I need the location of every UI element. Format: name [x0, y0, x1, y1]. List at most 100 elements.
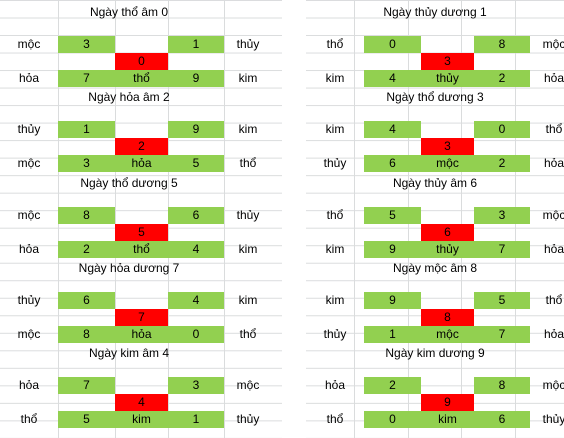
bottom-center-element: thủy: [421, 70, 474, 87]
bottom-center-element: kim: [421, 411, 474, 428]
bottom-left-value: 0: [364, 411, 421, 428]
bottom-left-element-label: mộc: [17, 327, 41, 341]
top-left-element-label: thủy: [17, 293, 41, 307]
top-left-value: 6: [58, 292, 115, 309]
bottom-left-value: 6: [364, 155, 421, 172]
top-right-value: 5: [474, 292, 530, 309]
day-block: Ngày hỏa âm 2 thủy 1 9 kim 2 mộc 3 hỏa 5 thổ: [0, 85, 258, 172]
bottom-center-element: mộc: [421, 155, 474, 172]
top-left-value: 8: [58, 207, 115, 224]
day-title: Ngày kim dương 9: [385, 346, 485, 360]
bottom-center-element: kim: [115, 411, 168, 428]
day-block: Ngày hỏa dương 7 thủy 6 4 kim 7 mộc 8 hỏa 0 thổ: [0, 256, 258, 343]
day-title: Ngày thủy dương 1: [383, 5, 487, 19]
bottom-right-element-label: kim: [238, 242, 258, 256]
day-title: Ngày thổ dương 3: [386, 90, 484, 104]
bottom-right-value: 6: [474, 411, 530, 428]
bottom-left-element-label: thủy: [323, 156, 347, 170]
top-left-value: 2: [364, 377, 421, 394]
top-right-element-label: thổ: [545, 122, 563, 136]
top-left-value: 3: [58, 36, 115, 53]
bottom-left-element-label: hỏa: [18, 242, 40, 256]
bottom-right-value: 7: [474, 241, 530, 258]
day-block: Ngày thổ âm 0 mộc 3 1 thủy 0 hỏa 7 thổ 9 kim: [0, 0, 259, 87]
day-title: Ngày thủy âm 6: [392, 176, 478, 190]
column-line: [354, 0, 355, 438]
top-left-element-label: kim: [325, 122, 345, 136]
bottom-right-value: 7: [474, 326, 530, 343]
bottom-right-element-label: thủy: [236, 412, 260, 426]
bottom-left-element-label: kim: [325, 242, 345, 256]
top-left-element-label: mộc: [17, 208, 41, 222]
bottom-left-value: 3: [58, 155, 115, 172]
day-title: Ngày thổ dương 5: [80, 176, 178, 190]
bottom-right-element-label: hỏa: [543, 242, 564, 256]
top-left-element-label: mộc: [17, 37, 41, 51]
day-title: Ngày kim âm 4: [88, 346, 170, 360]
bottom-right-value: 2: [474, 155, 530, 172]
day-title: Ngày thổ âm 0: [89, 5, 169, 19]
day-block: Ngày thủy âm 6 thổ 5 3 mộc 6 kim 9 thủy 7 hỏa: [306, 171, 564, 258]
top-right-element-label: kim: [238, 122, 258, 136]
top-right-value: 3: [168, 377, 224, 394]
top-right-element-label: kim: [238, 293, 258, 307]
top-right-value: 3: [474, 207, 530, 224]
top-right-element-label: thủy: [236, 37, 260, 51]
bottom-left-element-label: kim: [325, 71, 345, 85]
top-left-element-label: thổ: [326, 37, 344, 51]
center-value: 7: [115, 309, 168, 326]
bottom-right-element-label: hỏa: [543, 327, 564, 341]
bottom-right-element-label: kim: [238, 71, 258, 85]
center-value: 8: [421, 309, 474, 326]
bottom-right-value: 9: [168, 70, 224, 87]
top-left-element-label: kim: [325, 293, 345, 307]
bottom-right-element-label: thổ: [239, 327, 257, 341]
bottom-right-value: 2: [474, 70, 530, 87]
bottom-right-value: 4: [168, 241, 224, 258]
top-right-element-label: thủy: [236, 208, 260, 222]
day-block: Ngày thổ dương 3 kim 4 0 thổ 3 thủy 6 mộc 2 hỏa: [306, 85, 564, 172]
center-value: 9: [421, 394, 474, 411]
day-block: Ngày thủy dương 1 thổ 0 8 mộc 3 kim 4 thủy 2 hỏa: [306, 0, 564, 87]
day-title: Ngày mộc âm 8: [392, 261, 478, 275]
column-gap: [282, 0, 306, 438]
bottom-right-element-label: hỏa: [543, 156, 564, 170]
top-right-element-label: mộc: [542, 37, 564, 51]
top-right-value: 6: [168, 207, 224, 224]
center-value: 5: [115, 224, 168, 241]
center-value: 0: [115, 53, 168, 70]
bottom-center-element: thổ: [115, 241, 168, 258]
bottom-right-value: 1: [168, 411, 224, 428]
top-right-value: 0: [474, 121, 530, 138]
bottom-right-element-label: hỏa: [543, 71, 564, 85]
center-value: 4: [115, 394, 168, 411]
center-value: 3: [421, 138, 474, 155]
top-left-value: 1: [58, 121, 115, 138]
top-right-element-label: mộc: [542, 208, 564, 222]
top-left-value: 5: [364, 207, 421, 224]
top-right-value: 9: [168, 121, 224, 138]
bottom-right-element-label: thủy: [542, 412, 564, 426]
top-left-value: 9: [364, 292, 421, 309]
bottom-left-value: 1: [364, 326, 421, 343]
column-line: [224, 0, 225, 438]
day-block: Ngày mộc âm 8 kim 9 5 thổ 8 thủy 1 mộc 7 hỏa: [306, 256, 564, 343]
day-block: Ngày thổ dương 5 mộc 8 6 thủy 5 hỏa 2 thổ 4 kim: [0, 171, 259, 258]
top-left-element-label: hỏa: [324, 378, 346, 392]
day-title: Ngày hỏa âm 2: [88, 90, 170, 104]
bottom-center-element: hỏa: [115, 155, 168, 172]
bottom-center-element: thổ: [115, 70, 168, 87]
top-left-value: 0: [364, 36, 421, 53]
bottom-left-value: 5: [58, 411, 115, 428]
day-title: Ngày hỏa dương 7: [78, 261, 180, 275]
top-right-element-label: thổ: [545, 293, 563, 307]
bottom-left-element-label: mộc: [17, 156, 41, 170]
bottom-left-value: 8: [58, 326, 115, 343]
day-block: Ngày kim dương 9 hỏa 2 8 mộc 9 thổ 0 kim 6 thủy: [306, 341, 564, 428]
bottom-left-element-label: hỏa: [18, 71, 40, 85]
top-right-value: 4: [168, 292, 224, 309]
bottom-left-element-label: thủy: [323, 327, 347, 341]
top-right-value: 1: [168, 36, 224, 53]
bottom-right-value: 0: [168, 326, 224, 343]
bottom-left-value: 7: [58, 70, 115, 87]
